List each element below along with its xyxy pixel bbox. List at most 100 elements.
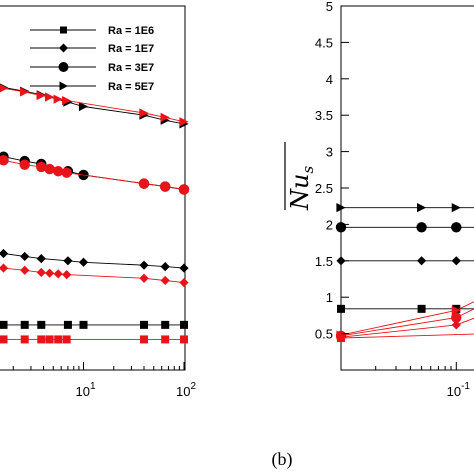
series-line-7 bbox=[0, 87, 185, 123]
panel-a-chart: 101 102 Ra = 1E6 Ra = 1E7 Ra = 3E7 Ra bbox=[0, 5, 196, 399]
data-point-circle bbox=[335, 222, 347, 233]
data-point-square bbox=[337, 304, 345, 313]
data-point-circle bbox=[0, 155, 9, 166]
data-point-triangle-right bbox=[53, 94, 63, 104]
panel-b-y-axis-title: Nus bbox=[284, 142, 317, 211]
data-point-diamond bbox=[20, 251, 30, 262]
legend-marker-circle bbox=[58, 62, 69, 72]
data-point-diamond bbox=[416, 256, 427, 266]
data-point-square bbox=[0, 320, 8, 329]
data-point-circle bbox=[451, 312, 462, 323]
data-point-diamond bbox=[451, 320, 461, 330]
legend-label-1: Ra = 1E6 bbox=[108, 25, 154, 37]
data-point-square bbox=[62, 335, 71, 344]
data-point-diamond bbox=[53, 269, 63, 279]
series-line-6 bbox=[0, 86, 185, 125]
data-point-square bbox=[20, 335, 29, 344]
y-tick-label: 0.5 bbox=[315, 327, 333, 342]
data-point-triangle-right bbox=[0, 84, 9, 93]
data-point-triangle-right bbox=[139, 108, 149, 118]
series-line-7 bbox=[340, 333, 474, 339]
data-point-square bbox=[161, 320, 170, 329]
y-tick-label: 4.5 bbox=[315, 35, 333, 50]
data-point-diamond bbox=[63, 256, 73, 266]
data-point-triangle-right bbox=[160, 112, 170, 122]
data-point-triangle-right bbox=[20, 87, 30, 97]
data-point-diamond bbox=[36, 254, 46, 264]
y-tick-label: 3 bbox=[326, 145, 333, 160]
y-tick-label: 2 bbox=[326, 217, 333, 232]
data-point-square bbox=[161, 335, 170, 344]
data-point-circle bbox=[159, 181, 171, 192]
data-point-triangle-right bbox=[36, 90, 46, 101]
legend-label-4: Ra = 5E7 bbox=[108, 81, 154, 93]
legend-label-3: Ra = 3E7 bbox=[108, 62, 154, 74]
data-point-circle bbox=[52, 166, 64, 177]
data-point-square bbox=[140, 335, 149, 344]
legend-label-2: Ra = 1E7 bbox=[108, 43, 154, 55]
y-tick-label: 1.5 bbox=[315, 254, 333, 269]
data-point-square bbox=[140, 320, 149, 329]
data-point-triangle-right bbox=[179, 117, 189, 127]
data-point-diamond bbox=[62, 270, 72, 280]
y-tick-label: 5 bbox=[326, 0, 333, 14]
data-point-square bbox=[180, 320, 188, 329]
legend-marker-square bbox=[60, 26, 67, 34]
legend: Ra = 1E6 Ra = 1E7 Ra = 3E7 Ra = 5E7 bbox=[30, 25, 154, 93]
data-point-diamond bbox=[45, 268, 55, 278]
data-point-diamond bbox=[179, 263, 189, 273]
data-point-square bbox=[180, 335, 188, 344]
data-point-diamond bbox=[451, 256, 461, 266]
data-point-square bbox=[79, 320, 88, 329]
panel-b-chart: 0.5 1 1.5 2 2.5 3 3.5 4 4.5 5 10-1 Nus bbox=[284, 0, 474, 399]
x-tick-label: 102 bbox=[176, 381, 196, 399]
y-tick-label: 1 bbox=[326, 290, 333, 305]
data-point-triangle-right bbox=[45, 92, 55, 102]
legend-entry-4: Ra = 5E7 bbox=[30, 81, 154, 93]
data-point-square bbox=[337, 333, 345, 342]
data-point-square bbox=[37, 335, 46, 344]
y-axis-label: Nus bbox=[286, 166, 317, 211]
series-line-3 bbox=[0, 267, 185, 284]
data-point-circle bbox=[36, 161, 47, 173]
x-tick-label: 101 bbox=[75, 381, 95, 399]
data-point-triangle-right bbox=[451, 203, 461, 213]
data-point-diamond bbox=[179, 278, 189, 288]
data-point-diamond bbox=[139, 260, 149, 270]
data-point-triangle-right bbox=[78, 101, 89, 112]
data-point-triangle-right bbox=[451, 305, 461, 315]
legend-marker-diamond bbox=[59, 43, 68, 53]
y-tick-label: 2.5 bbox=[315, 181, 333, 196]
data-point-diamond bbox=[160, 275, 170, 286]
data-point-square bbox=[0, 335, 8, 344]
series-line-2 bbox=[0, 252, 185, 269]
data-point-triangle-right bbox=[62, 96, 72, 106]
x-tick-label: 10-1 bbox=[447, 381, 471, 399]
data-point-diamond bbox=[78, 257, 89, 267]
data-point-diamond bbox=[0, 248, 9, 259]
legend-entry-3: Ra = 3E7 bbox=[30, 62, 154, 74]
data-point-circle bbox=[61, 167, 72, 178]
panel-a-frame bbox=[0, 5, 186, 371]
data-point-circle bbox=[451, 222, 462, 233]
data-point-diamond bbox=[36, 267, 46, 278]
data-point-square bbox=[417, 304, 426, 313]
data-point-square bbox=[45, 335, 54, 344]
data-point-circle bbox=[138, 178, 150, 189]
y-tick-label: 3.5 bbox=[315, 108, 333, 123]
data-point-circle bbox=[416, 222, 427, 233]
data-point-circle bbox=[178, 184, 190, 195]
data-point-diamond bbox=[0, 263, 9, 273]
data-point-triangle-right bbox=[336, 203, 346, 213]
legend-entry-2: Ra = 1E7 bbox=[30, 43, 154, 55]
data-point-circle bbox=[44, 163, 55, 175]
data-point-triangle-right bbox=[416, 203, 427, 213]
legend-marker-triangle bbox=[59, 81, 68, 91]
data-point-square bbox=[20, 320, 29, 329]
data-point-diamond bbox=[160, 262, 170, 272]
legend-entry-1: Ra = 1E6 bbox=[30, 25, 154, 37]
data-point-diamond bbox=[20, 265, 30, 275]
panel-caption: (b) bbox=[272, 449, 293, 470]
data-point-square bbox=[54, 335, 63, 344]
